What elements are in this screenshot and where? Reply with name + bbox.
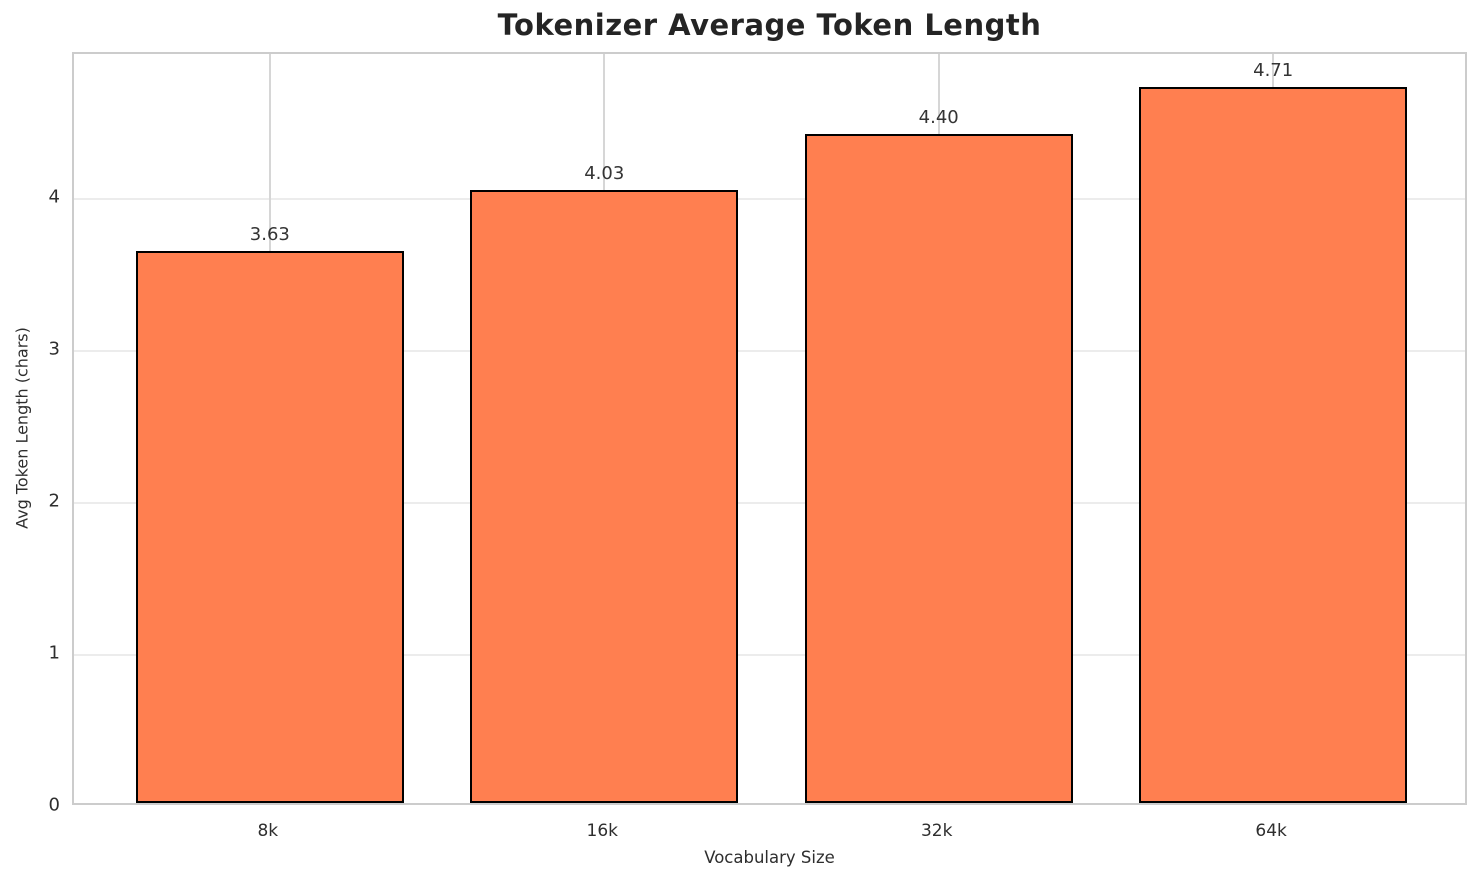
y-tick-label: 1	[48, 642, 60, 664]
bar-32k	[805, 134, 1073, 803]
y-gridline	[74, 197, 1465, 200]
bar-value-label: 4.03	[584, 163, 625, 184]
y-tick-label: 4	[48, 186, 60, 207]
chart-title: Tokenizer Average Token Length	[497, 8, 1042, 42]
x-tick-label: 16k	[586, 821, 618, 841]
bar-64k	[1139, 87, 1407, 803]
bar-value-label: 3.63	[249, 224, 290, 245]
bar-value-label: 4.40	[918, 107, 959, 128]
y-gridline	[74, 349, 1465, 352]
y-tick-label: 2	[48, 490, 60, 512]
x-tick-label: 32k	[920, 821, 953, 841]
bar-value-label: 4.71	[1253, 60, 1294, 81]
x-axis-label: Vocabulary Size	[704, 848, 835, 867]
plot-area: 3.63 4.03 4.40 4.71	[72, 52, 1467, 805]
y-gridline	[74, 653, 1465, 656]
bar-16k	[470, 190, 738, 803]
y-gridline	[74, 501, 1465, 504]
y-tick-label: 0	[48, 794, 60, 816]
y-tick-label: 3	[48, 338, 60, 360]
x-tick-label: 64k	[1255, 821, 1287, 841]
bar-8k	[136, 251, 404, 803]
x-tick-label: 8k	[257, 821, 279, 841]
